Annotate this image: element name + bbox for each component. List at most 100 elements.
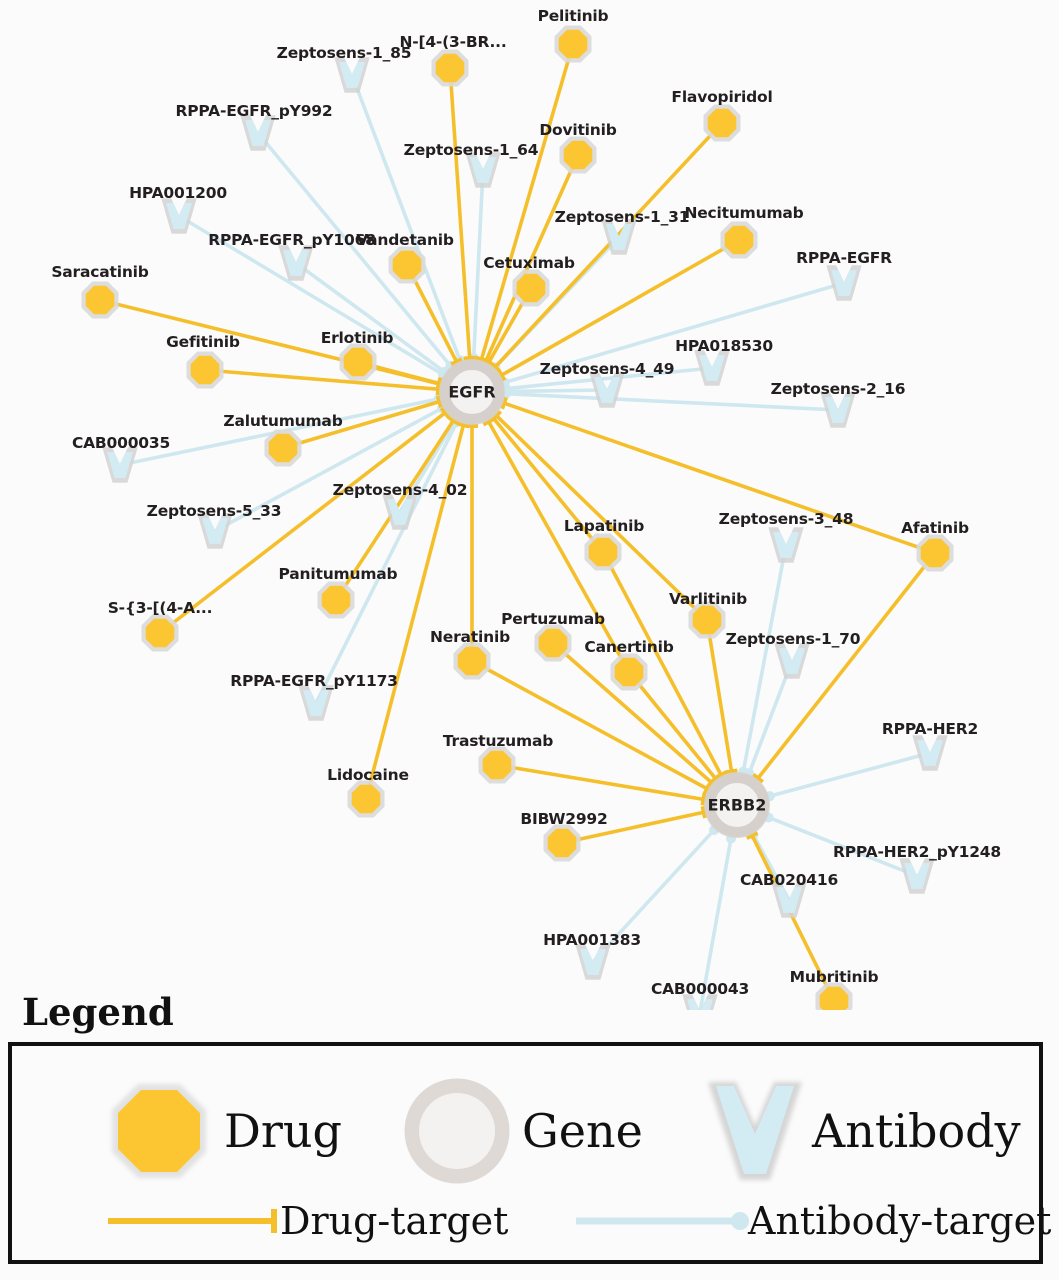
edge-lapatinib-ERBB2	[601, 551, 723, 776]
drug-node-varlitinib[interactable]	[692, 605, 722, 635]
edge-hpa018530-EGFR	[505, 366, 713, 391]
edge-zep_1_64-EGFR	[471, 169, 485, 359]
antibody-node-hpa001383[interactable]	[580, 949, 606, 975]
drug-node-flavopiridol[interactable]	[707, 108, 737, 138]
edge-flavopiridol-EGFR	[493, 121, 724, 369]
antibody-node-rppa_py992[interactable]	[245, 120, 271, 146]
edge-necitumumab-EGFR	[500, 238, 740, 377]
drug-node-canertinib[interactable]	[614, 657, 644, 687]
edge-bar-cap-icon	[702, 782, 712, 795]
edge-bar-cap-icon	[700, 805, 708, 819]
edge-bar-cap-icon	[500, 396, 508, 410]
antibody-node-zep_1_64[interactable]	[470, 157, 496, 183]
drug-node-vandetanib[interactable]	[392, 250, 422, 280]
edges-layer	[99, 43, 937, 1010]
legend-label-antibody: Antibody	[812, 1104, 1021, 1158]
edge-dovitinib-EGFR	[484, 154, 580, 362]
edge-bar-cap-icon	[447, 415, 460, 426]
drug-node-panitumumab[interactable]	[321, 585, 351, 615]
edge-rppa_py1173-EGFR	[314, 421, 459, 704]
antibody-node-rppa_her2[interactable]	[917, 740, 943, 766]
antibody-target-edge-icon	[572, 1206, 752, 1236]
legend: Legend Drug Gene Antibody	[0, 990, 1059, 1280]
edge-bar-cap-icon	[752, 772, 764, 784]
antibody-node-hpa018530[interactable]	[699, 355, 725, 381]
edge-rppa_her2-ERBB2	[769, 751, 931, 798]
edge-hpa001383-ERBB2	[591, 828, 716, 964]
drug-node-lidocaine[interactable]	[351, 784, 381, 814]
edge-bar-cap-icon	[435, 395, 444, 408]
drug-node-saracatinib[interactable]	[85, 285, 115, 315]
network-svg	[81, 25, 954, 1010]
antibody-node-zep_1_31[interactable]	[606, 224, 632, 250]
antibody-node-rppa_egfr[interactable]	[831, 270, 857, 296]
edge-s3a-EGFR	[158, 411, 447, 635]
edge-rppa_py1068-EGFR	[294, 261, 446, 374]
drug-node-necitumumab[interactable]	[724, 225, 754, 255]
drug-node-dovitinib[interactable]	[563, 140, 593, 170]
drug-node-neratinib[interactable]	[457, 646, 487, 676]
gene-node-EGFR[interactable]	[440, 360, 504, 424]
drug-node-gefitinib[interactable]	[190, 355, 220, 385]
network-graph[interactable]: Zeptosens-1_85 RPPA-EGFR_pY992 Zeptosens-1…	[0, 0, 1059, 1010]
antibody-node-rppa_her2_py[interactable]	[904, 863, 930, 889]
edge-gefitinib-EGFR	[204, 368, 439, 392]
drug-node-mubritinib[interactable]	[819, 986, 849, 1010]
edge-zep_3_48-ERBB2	[741, 544, 788, 772]
edge-zep_2_16-EGFR	[505, 391, 839, 412]
antibody-node-cab000035[interactable]	[107, 452, 133, 478]
legend-box: Drug Gene Antibody Drug-target	[8, 1042, 1051, 1264]
drug-node-pertuzumab[interactable]	[538, 628, 568, 658]
drug-node-zalutumumab[interactable]	[268, 433, 298, 463]
edge-bar-cap-icon	[725, 768, 738, 775]
edge-bar-cap-icon	[450, 357, 463, 367]
chevron-icon	[700, 1074, 810, 1189]
edge-bibw2992-ERBB2	[561, 810, 705, 845]
drug-node-s3a[interactable]	[145, 618, 175, 648]
antibody-node-zep_1_70[interactable]	[779, 648, 805, 674]
drug-node-afatinib[interactable]	[920, 538, 950, 568]
antibody-node-zep_5_33[interactable]	[202, 518, 228, 544]
drug-node-trastuzumab[interactable]	[482, 750, 512, 780]
edge-trastuzumab-ERBB2	[496, 763, 704, 802]
legend-label-antibody-target: Antibody-target	[748, 1199, 1052, 1243]
edge-zep_4_49-EGFR	[505, 388, 608, 394]
legend-label-drug-target: Drug-target	[280, 1199, 509, 1243]
edge-canertinib-EGFR	[487, 420, 631, 673]
edge-zep_1_85-EGFR	[350, 74, 462, 361]
antibody-node-rppa_py1173[interactable]	[303, 690, 329, 716]
drug-node-lapatinib[interactable]	[588, 537, 618, 567]
edge-bar-cap-icon	[439, 406, 451, 419]
octagon-icon	[104, 1076, 214, 1186]
edge-pelitinib-EGFR	[479, 43, 575, 360]
ring-icon	[402, 1076, 512, 1186]
edge-mubritinib-ERBB2	[750, 834, 836, 1002]
antibody-node-rppa_py1068[interactable]	[283, 250, 309, 276]
antibody-node-zep_4_02[interactable]	[387, 499, 413, 525]
edge-rppa_her2_py-ERBB2	[767, 815, 918, 878]
edge-rppa_egfr-EGFR	[504, 281, 845, 385]
antibody-node-zep_3_48[interactable]	[773, 532, 799, 558]
legend-title: Legend	[22, 990, 174, 1034]
drug-node-bibw2992[interactable]	[547, 828, 577, 858]
drug-node-erlotinib[interactable]	[343, 347, 373, 377]
drug-node-cetuximab[interactable]	[516, 273, 546, 303]
edge-pertuzumab-ERBB2	[551, 641, 713, 784]
antibody-node-zep_2_16[interactable]	[825, 397, 851, 423]
antibody-node-cab000043[interactable]	[687, 999, 713, 1010]
nodes-layer	[81, 25, 954, 1010]
edge-cab000043-ERBB2	[698, 838, 733, 1010]
edge-afatinib-ERBB2	[756, 551, 937, 780]
antibody-node-hpa001200[interactable]	[166, 203, 192, 229]
edge-zep_1_70-ERBB2	[747, 660, 794, 774]
antibody-node-zep_1_85[interactable]	[339, 62, 365, 88]
drug-node-pelitinib[interactable]	[558, 29, 588, 59]
antibody-node-cab020416[interactable]	[776, 887, 802, 913]
drug-node-nbr[interactable]	[435, 53, 465, 83]
edge-bar-cap-icon	[496, 368, 507, 382]
gene-node-ERBB2[interactable]	[705, 773, 769, 837]
edge-canertinib-ERBB2	[627, 670, 717, 780]
antibody-node-zep_4_49[interactable]	[594, 377, 620, 403]
legend-label-drug: Drug	[224, 1104, 342, 1158]
edge-rppa_py992-EGFR	[256, 131, 452, 367]
